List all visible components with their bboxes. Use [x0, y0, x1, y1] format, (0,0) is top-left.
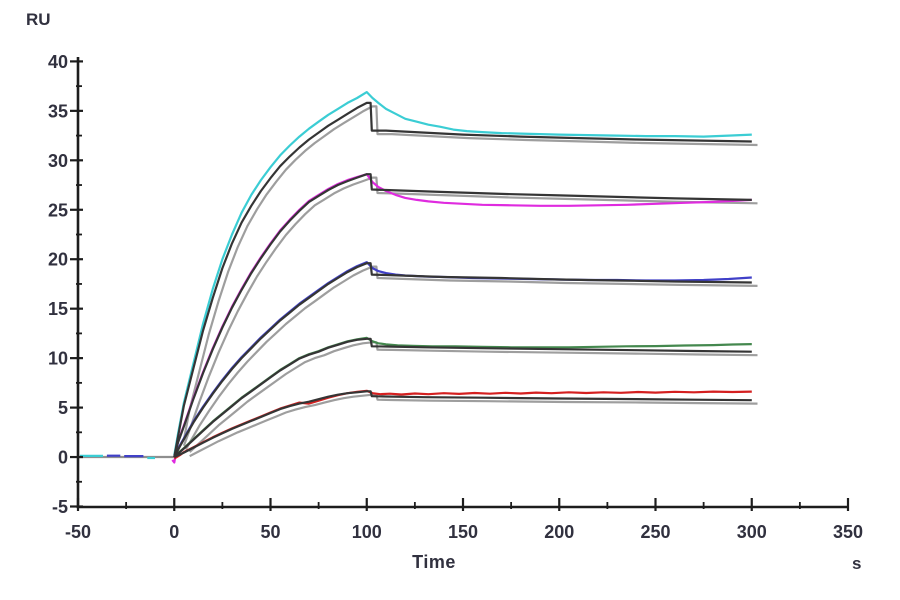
- sensorgram-4-fit-shadow: [188, 341, 758, 453]
- y-tick-label: -5: [52, 497, 68, 517]
- x-tick-label: 100: [352, 522, 382, 542]
- x-axis-unit-label: s: [852, 554, 862, 573]
- y-tick-label: 10: [48, 349, 68, 369]
- x-tick-label: 250: [640, 522, 670, 542]
- sensorgram-5-lowest-fit-shadow: [189, 393, 758, 458]
- sensorgram-3-data-curve: [173, 261, 752, 457]
- sensorgram-2-fit-curve: [173, 173, 752, 458]
- x-tick-label: 50: [260, 522, 280, 542]
- y-tick-label: 35: [48, 101, 68, 121]
- y-tick-label: 40: [48, 52, 68, 72]
- y-tick-label: 5: [58, 398, 68, 418]
- sensorgram-1-highest-fit-curve: [173, 101, 752, 458]
- y-tick-label: 20: [48, 250, 68, 270]
- x-axis-title: Time: [412, 552, 456, 572]
- y-axis-unit-label: RU: [26, 10, 51, 29]
- sensorgram-4-fit-curve: [173, 337, 752, 458]
- sensorgram-3-fit-shadow: [184, 265, 758, 451]
- sensorgram-1-highest-data-curve: [173, 90, 752, 456]
- y-tick-label: 0: [58, 448, 68, 468]
- sensorgram-2-data-curve: [171, 173, 752, 464]
- y-tick-label: 15: [48, 299, 68, 319]
- sensorgram-5-lowest-fit-curve: [173, 390, 752, 458]
- sensorgram-2-fit-shadow: [182, 176, 758, 447]
- x-tick-label: 300: [737, 522, 767, 542]
- y-tick-label: 30: [48, 151, 68, 171]
- y-tick-label: 25: [48, 200, 68, 220]
- x-tick-label: 350: [833, 522, 863, 542]
- x-tick-label: -50: [65, 522, 91, 542]
- x-tick-label: 150: [448, 522, 478, 542]
- x-tick-label: 200: [544, 522, 574, 542]
- sensorgram-3-fit-curve: [173, 262, 752, 458]
- sensorgram-1-highest-fit-shadow: [182, 105, 758, 440]
- x-tick-label: 0: [169, 522, 179, 542]
